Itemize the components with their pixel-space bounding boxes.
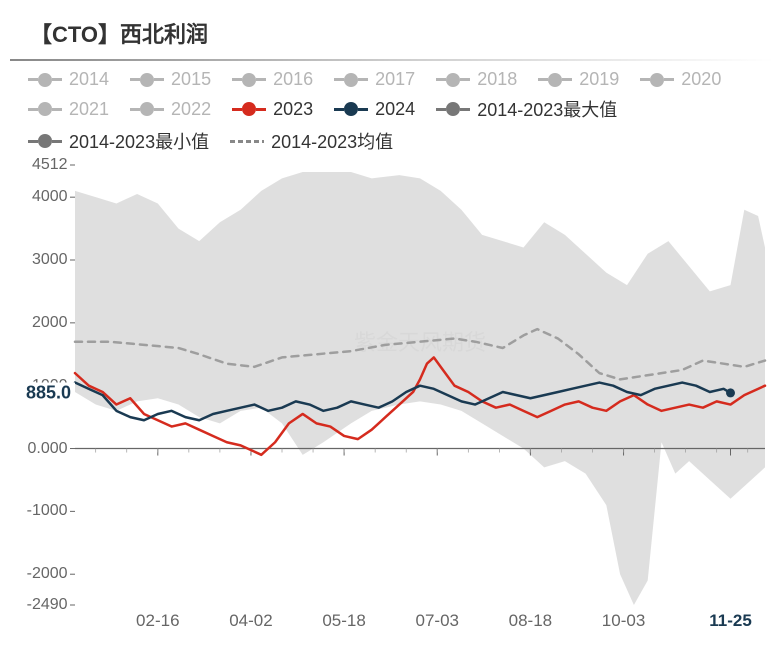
legend-swatch: [433, 73, 473, 87]
x-axis-label: 08-18: [509, 605, 552, 631]
legend-swatch: [433, 102, 473, 116]
legend-swatch: [25, 102, 65, 116]
legend-label: 2024: [375, 99, 415, 120]
legend-label: 2016: [273, 69, 313, 90]
y-axis-label: -1000: [27, 502, 72, 520]
legend-swatch: [637, 73, 677, 87]
legend-swatch: [25, 73, 65, 87]
title-divider: [10, 59, 774, 61]
legend-item-2021[interactable]: 2021: [25, 96, 109, 122]
legend-item-2014-2023均值[interactable]: 2014-2023均值: [227, 128, 393, 154]
legend-item-2019[interactable]: 2019: [535, 69, 619, 90]
legend-item-2023[interactable]: 2023: [229, 96, 313, 122]
legend-swatch: [229, 102, 269, 116]
legend-label: 2022: [171, 99, 211, 120]
y-axis-label: 3000: [32, 251, 72, 269]
legend-swatch: [25, 134, 65, 148]
y-axis-label: -2490: [27, 596, 72, 614]
x-axis-label: 07-03: [416, 605, 459, 631]
legend-item-2015[interactable]: 2015: [127, 69, 211, 90]
legend-swatch: [535, 73, 575, 87]
y-axis-label: 4000: [32, 188, 72, 206]
legend-swatch: [229, 73, 269, 87]
legend-label: 2021: [69, 99, 109, 120]
legend-label: 2015: [171, 69, 211, 90]
legend-swatch: [127, 73, 167, 87]
y-callout-value: 885.0: [22, 382, 75, 403]
y-axis-label: 2000: [32, 314, 72, 332]
legend-swatch: [331, 73, 371, 87]
legend-label: 2014-2023最小值: [69, 128, 209, 154]
legend-swatch: [127, 102, 167, 116]
plot-area: 紫金天风期货 -2490-2000-10000.0001000200030004…: [75, 165, 765, 605]
legend-label: 2018: [477, 69, 517, 90]
legend-item-2014-2023最小值[interactable]: 2014-2023最小值: [25, 128, 209, 154]
legend-item-2014-2023最大值[interactable]: 2014-2023最大值: [433, 96, 617, 122]
legend-item-2022[interactable]: 2022: [127, 96, 211, 122]
plot-svg: [75, 165, 765, 605]
legend-item-2018[interactable]: 2018: [433, 69, 517, 90]
legend-label: 2014-2023均值: [271, 128, 393, 154]
legend: 2014 2015 2016 2017 2018 2019 2020 2021 2022 2023…: [10, 69, 774, 165]
x-axis-label: 02-16: [136, 605, 179, 631]
x-axis-label: 11-25: [709, 605, 752, 631]
legend-swatch: [331, 102, 371, 116]
x-axis-label: 04-02: [229, 605, 272, 631]
y-axis-label: 0.000: [28, 440, 72, 458]
y-axis-label: -2000: [27, 565, 72, 583]
legend-label: 2023: [273, 99, 313, 120]
legend-label: 2017: [375, 69, 415, 90]
legend-swatch: [227, 140, 267, 143]
chart-title: 【CTO】西北利润: [10, 12, 774, 59]
y-axis-label: 4512: [32, 156, 72, 174]
legend-item-2020[interactable]: 2020: [637, 69, 721, 90]
x-axis-label: 10-03: [602, 605, 645, 631]
series-2024-end-marker: [726, 388, 735, 397]
chart-container: 【CTO】西北利润 201420152016201720182019202020…: [0, 0, 784, 665]
legend-item-2016[interactable]: 2016: [229, 69, 313, 90]
legend-label: 2014-2023最大值: [477, 96, 617, 122]
legend-item-2024[interactable]: 2024: [331, 96, 415, 122]
legend-label: 2020: [681, 69, 721, 90]
legend-label: 2019: [579, 69, 619, 90]
legend-item-2017[interactable]: 2017: [331, 69, 415, 90]
legend-item-2014[interactable]: 2014: [25, 69, 109, 90]
legend-label: 2014: [69, 69, 109, 90]
x-axis-label: 05-18: [322, 605, 365, 631]
